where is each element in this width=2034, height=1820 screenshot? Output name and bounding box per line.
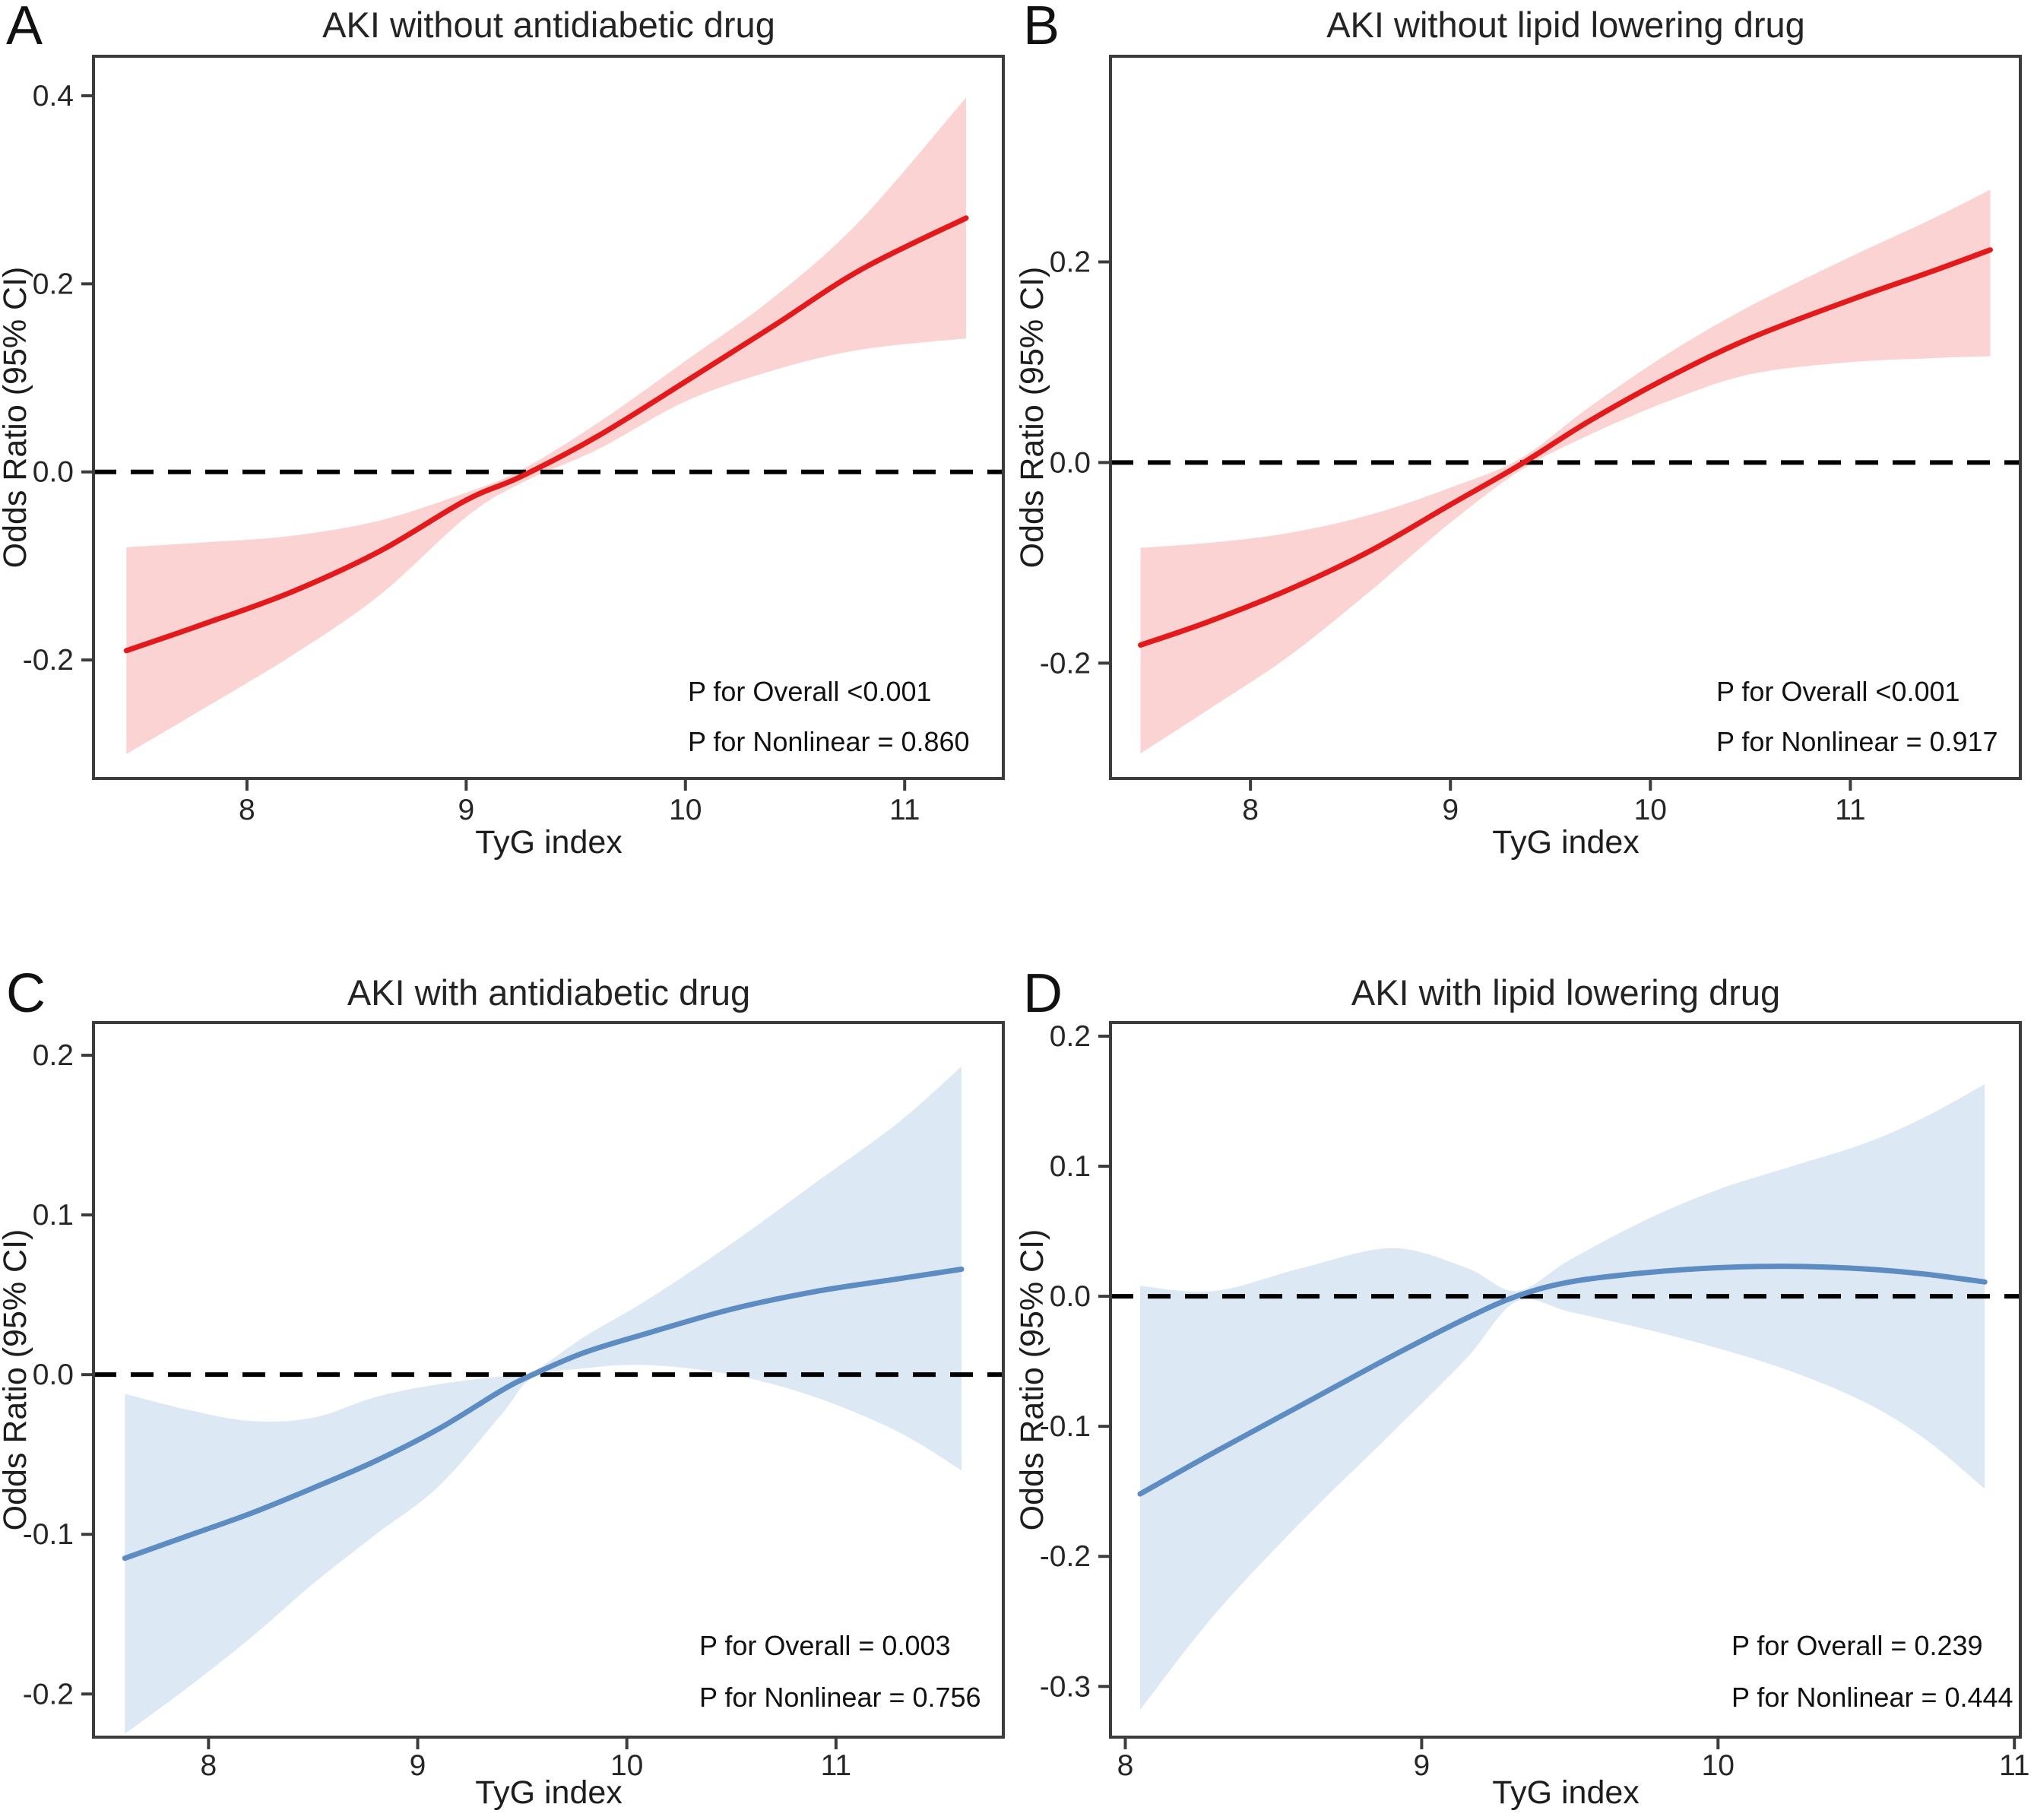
x-axis-title-C: TyG index — [475, 1774, 623, 1811]
y-axis-title-D: Odds Ratio (95% CI) — [1017, 1229, 1050, 1531]
y-tick-label: 0.2 — [33, 1039, 74, 1072]
panel-title-A: AKI without antidiabetic drug — [322, 5, 775, 45]
y-tick-label: 0.2 — [1050, 246, 1091, 278]
panel-D: 8 9 10 11 0.2 0.1 0.0 -0.1 -0.2 -0.3 D AKI with l… — [1017, 910, 2034, 1820]
panel-letter-C: C — [6, 963, 46, 1024]
panel-letter-B: B — [1023, 0, 1060, 56]
x-tick-label: 11 — [1835, 794, 1866, 826]
plot-B: 8 9 10 11 0.2 0.0 -0.2 B AKI without lipid low… — [1017, 0, 2022, 861]
panel-B: 8 9 10 11 0.2 0.0 -0.2 B AKI without lipid low… — [1017, 0, 2034, 910]
panel-letter-D: D — [1023, 963, 1063, 1024]
x-tick-label: 8 — [200, 1749, 217, 1782]
x-tick-label: 9 — [458, 794, 474, 826]
x-tick-label: 11 — [1999, 1749, 2030, 1782]
confidence-band — [1140, 1084, 1985, 1711]
panel-letter-A: A — [6, 0, 43, 56]
y-tick-label: -0.3 — [1040, 1670, 1091, 1703]
y-tick-label: 0.2 — [1050, 1020, 1091, 1053]
y-tick-label: -0.1 — [1040, 1410, 1091, 1443]
y-axis-title-A: Odds Ratio (95% CI) — [0, 267, 33, 569]
x-tick-label: 11 — [821, 1749, 852, 1782]
x-axis-title-B: TyG index — [1492, 824, 1640, 861]
y-tick-label: -0.1 — [23, 1518, 74, 1551]
p-overall-C: P for Overall = 0.003 — [699, 1630, 951, 1661]
odds-ratio-curve — [1137, 1264, 1988, 1497]
panel-title-C: AKI with antidiabetic drug — [347, 972, 750, 1013]
panel-C: 8 9 10 11 0.2 0.1 0.0 -0.1 -0.2 C AKI with antid… — [0, 910, 1017, 1820]
y-tick-label: 0.0 — [33, 1359, 74, 1391]
odds-ratio-curve — [123, 215, 969, 654]
y-tick-label: 0.1 — [33, 1199, 74, 1232]
chart-area-C: 8 9 10 11 0.2 0.1 0.0 -0.1 -0.2 — [23, 1021, 1005, 1782]
panel-title-D: AKI with lipid lowering drug — [1351, 972, 1780, 1013]
y-tick-label: -0.2 — [1040, 1540, 1091, 1573]
plot-frame — [92, 1021, 1005, 1739]
plot-C: 8 9 10 11 0.2 0.1 0.0 -0.1 -0.2 C AKI with antid… — [0, 963, 1005, 1811]
panel-title-B: AKI without lipid lowering drug — [1326, 5, 1805, 45]
x-tick-label: 10 — [1634, 794, 1667, 826]
p-overall-B: P for Overall <0.001 — [1716, 676, 1960, 707]
x-tick-label: 9 — [410, 1749, 426, 1782]
plot-frame — [92, 55, 1005, 780]
y-tick-label: -0.2 — [23, 1678, 74, 1711]
p-overall-A: P for Overall <0.001 — [688, 676, 932, 707]
y-tick-label: 0.0 — [1050, 1280, 1091, 1313]
odds-ratio-curve — [122, 1267, 965, 1562]
plot-D: 8 9 10 11 0.2 0.1 0.0 -0.1 -0.2 -0.3 D AKI with l… — [1017, 963, 2030, 1811]
y-axis-title-C: Odds Ratio (95% CI) — [0, 1229, 33, 1531]
p-nonlinear-D: P for Nonlinear = 0.444 — [1731, 1682, 2013, 1713]
confidence-band — [126, 97, 966, 754]
y-tick-label: 0.4 — [33, 80, 74, 113]
x-tick-label: 10 — [610, 1749, 643, 1782]
x-tick-label: 9 — [1442, 794, 1459, 826]
odds-ratio-curve — [1138, 247, 1993, 648]
y-tick-label: 0.0 — [1050, 446, 1091, 479]
x-tick-label: 8 — [1242, 794, 1259, 826]
plot-A: 8 9 10 11 0.4 0.2 0.0 -0.2 A AKI without antidi… — [0, 0, 1005, 861]
y-tick-label: 0.2 — [33, 268, 74, 300]
p-nonlinear-C: P for Nonlinear = 0.756 — [699, 1682, 981, 1713]
x-tick-label: 10 — [1702, 1749, 1735, 1782]
p-overall-D: P for Overall = 0.239 — [1731, 1630, 1983, 1661]
confidence-band — [1140, 189, 1991, 753]
chart-area-A: 8 9 10 11 0.4 0.2 0.0 -0.2 — [23, 55, 1005, 826]
y-tick-label: -0.2 — [23, 644, 74, 677]
x-tick-label: 8 — [1117, 1749, 1134, 1782]
x-tick-label: 9 — [1414, 1749, 1430, 1782]
x-axis-title-D: TyG index — [1492, 1774, 1640, 1811]
y-axis-title-B: Odds Ratio (95% CI) — [1017, 267, 1050, 569]
y-tick-label: 0.0 — [33, 456, 74, 489]
y-tick-label: 0.1 — [1050, 1150, 1091, 1183]
y-tick-label: -0.2 — [1040, 647, 1091, 680]
x-tick-label: 11 — [889, 794, 920, 826]
plot-frame — [1109, 1021, 2022, 1739]
chart-area-D: 8 9 10 11 0.2 0.1 0.0 -0.1 -0.2 -0.3 — [1040, 1020, 2030, 1782]
chart-area-B: 8 9 10 11 0.2 0.0 -0.2 — [1040, 55, 2022, 826]
x-axis-title-A: TyG index — [475, 824, 623, 861]
x-tick-label: 8 — [239, 794, 255, 826]
p-nonlinear-B: P for Nonlinear = 0.917 — [1716, 726, 1998, 757]
confidence-band — [125, 1066, 962, 1734]
p-nonlinear-A: P for Nonlinear = 0.860 — [688, 726, 970, 757]
x-tick-label: 10 — [669, 794, 702, 826]
plot-frame — [1109, 55, 2022, 780]
panel-A: 8 9 10 11 0.4 0.2 0.0 -0.2 A AKI without antidi… — [0, 0, 1017, 910]
